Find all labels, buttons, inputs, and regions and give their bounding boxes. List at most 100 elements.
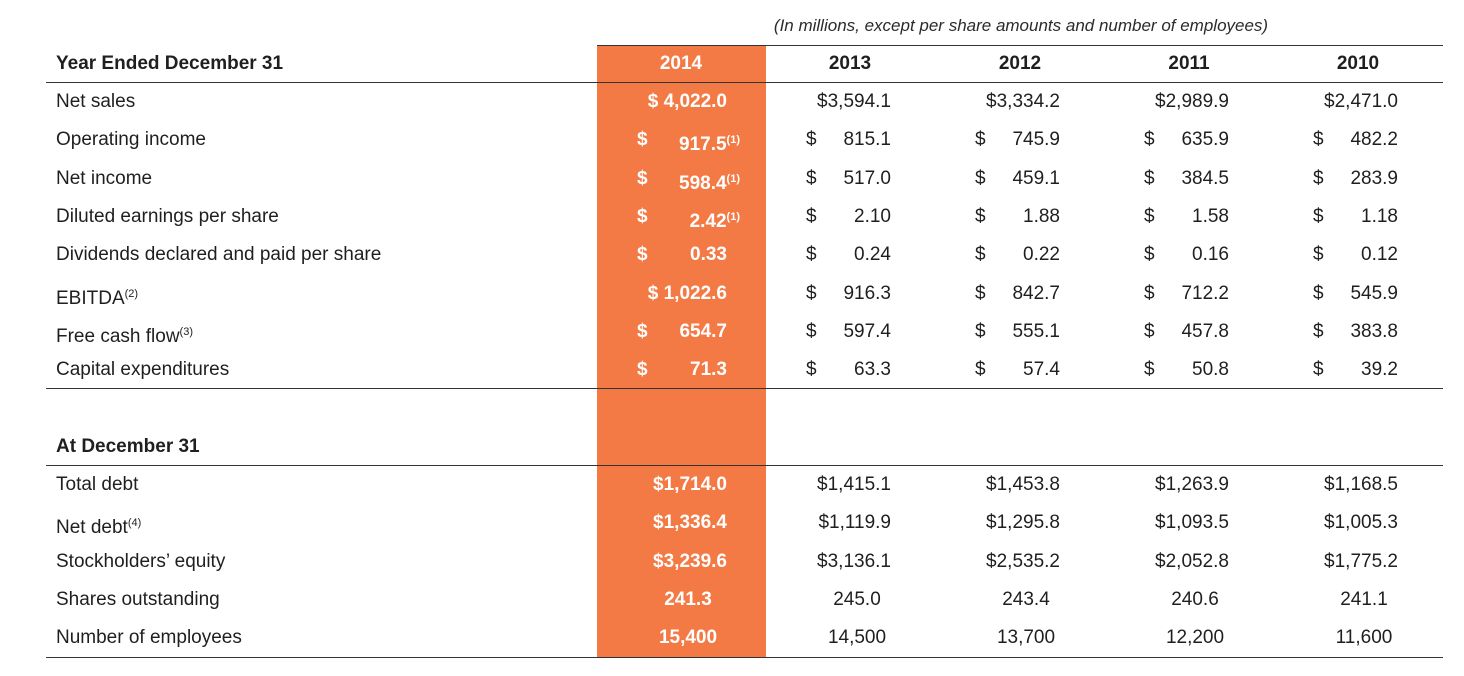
cell-value-text: 457.8 <box>1181 320 1229 342</box>
cell-value: $1,263.9 <box>1155 466 1229 504</box>
cell-value-text: 241.1 <box>1340 588 1388 610</box>
cell-value-text: $2,052.8 <box>1155 550 1229 572</box>
cell-value: $ 4,022.0 <box>648 83 727 121</box>
footnote-marker: (1) <box>726 134 740 147</box>
table-row: Capital expenditures $71.3 $63.3 $57.4 $50.8… <box>0 351 1464 389</box>
currency-symbol: $ <box>975 244 986 266</box>
table-row: Operating income $917.5(1) $815.1 $745.9 $63… <box>0 121 1464 159</box>
currency-symbol: $ <box>1144 282 1155 304</box>
cell-value: $1,714.0 <box>653 466 727 504</box>
row-label: Diluted earnings per share <box>56 198 279 236</box>
rule-header <box>46 82 1443 83</box>
cell-value-text: 654.7 <box>679 320 727 342</box>
table-row: EBITDA(2) $ 1,022.6 $916.3 $842.7 $712.2 $545… <box>0 275 1464 313</box>
currency-symbol: $ <box>637 359 648 381</box>
cell-value-text: 15,400 <box>658 627 718 649</box>
cell-value: 916.3 <box>843 275 891 313</box>
cell-value-text: $1,263.9 <box>1155 474 1229 495</box>
rule-section1-end <box>46 388 1443 389</box>
cell-value-text: 482.2 <box>1350 129 1398 151</box>
cell-value: 459.1 <box>1012 160 1060 198</box>
cell-value-text: $3,136.1 <box>817 550 891 572</box>
cell-value-text: 11,600 <box>1335 627 1393 649</box>
currency-symbol: $ <box>1313 205 1324 227</box>
cell-value-text: 384.5 <box>1181 167 1229 189</box>
currency-symbol: $ <box>806 320 817 342</box>
rule-top-years <box>597 45 1443 46</box>
row-label-text: EBITDA <box>56 287 125 309</box>
cell-value-text: 917.5 <box>679 134 727 156</box>
currency-symbol: $ <box>806 167 817 189</box>
cell-value: 0.24 <box>854 236 891 274</box>
cell-value-text: $2,535.2 <box>986 550 1060 572</box>
table-row: Net income $598.4(1) $517.0 $459.1 $384.5 $28… <box>0 160 1464 198</box>
cell-value-text: $ 1,022.6 <box>647 282 727 304</box>
cell-value: 283.9 <box>1350 160 1398 198</box>
cell-value-text: 0.12 <box>1361 244 1398 266</box>
cell-value: 0.22 <box>1023 236 1060 274</box>
cell-value-text: 241.3 <box>664 588 712 610</box>
currency-symbol: $ <box>1313 167 1324 189</box>
currency-symbol: $ <box>637 129 648 151</box>
cell-value: $1,775.2 <box>1324 543 1398 581</box>
cell-value: 815.1 <box>843 121 891 159</box>
cell-value: $1,336.4 <box>653 504 727 542</box>
cell-value: $3,594.1 <box>817 83 891 121</box>
cell-value-text: 71.3 <box>690 359 727 381</box>
year-header-2010: 2010 <box>1336 53 1380 74</box>
cell-value: 712.2 <box>1181 275 1229 313</box>
table-row: Total debt $1,714.0 $1,415.1 $1,453.8 $1,263… <box>0 466 1464 504</box>
row-label: Stockholders’ equity <box>56 543 225 581</box>
cell-value: 71.3 <box>690 351 727 389</box>
row-label-text: Net debt <box>56 517 128 539</box>
cell-value-text: 815.1 <box>843 129 891 151</box>
cell-value: 240.6 <box>1105 581 1285 619</box>
currency-symbol: $ <box>1144 244 1155 266</box>
table-row: Net debt(4) $1,336.4 $1,119.9 $1,295.8 $1,09… <box>0 504 1464 542</box>
cell-value-text: $1,093.5 <box>1155 512 1229 534</box>
cell-value-text: 635.9 <box>1181 129 1229 151</box>
cell-value: 482.2 <box>1350 121 1398 159</box>
row-label: Free cash flow(3) <box>56 313 193 351</box>
row-label: Net debt(4) <box>56 504 141 542</box>
row-label: Capital expenditures <box>56 351 229 389</box>
footnote-marker: (1) <box>726 210 740 223</box>
cell-value-text: 0.33 <box>690 244 727 266</box>
cell-value: $1,119.9 <box>818 504 891 542</box>
currency-symbol: $ <box>1144 205 1155 227</box>
table-row: Diluted earnings per share $2.42(1) $2.10 $… <box>0 198 1464 236</box>
cell-value: 14,500 <box>767 619 947 657</box>
cell-value: 654.7 <box>679 313 727 351</box>
cell-value-text: $1,336.4 <box>653 512 727 534</box>
highlight-column-2014 <box>597 45 766 657</box>
year-header-2013: 2013 <box>828 53 872 74</box>
cell-value: 2.10 <box>854 198 891 236</box>
cell-value-text: $1,775.2 <box>1324 550 1398 572</box>
cell-value-text: 555.1 <box>1012 320 1060 342</box>
row-label-text: Diluted earnings per share <box>56 205 279 227</box>
section1-title: Year Ended December 31 <box>56 53 284 74</box>
cell-value: $2,535.2 <box>986 543 1060 581</box>
cell-value-text: 712.2 <box>1181 282 1229 304</box>
table-row: Shares outstanding 241.3 245.0 243.4 240.6 24… <box>0 581 1464 619</box>
cell-value: $1,093.5 <box>1155 504 1229 542</box>
year-header-2012: 2012 <box>998 53 1042 74</box>
cell-value-text: 745.9 <box>1012 129 1060 151</box>
row-label-text: Operating income <box>56 129 206 151</box>
cell-value-text: $3,334.2 <box>986 91 1060 112</box>
cell-value-text: $1,415.1 <box>817 474 891 495</box>
cell-value: 241.1 <box>1274 581 1454 619</box>
footnote-marker: (2) <box>124 287 139 300</box>
cell-value-text: $ 4,022.0 <box>647 91 727 112</box>
currency-symbol: $ <box>975 282 986 304</box>
cell-value-text: 597.4 <box>843 320 891 342</box>
footnote-marker: (3) <box>179 325 193 338</box>
cell-value: 241.3 <box>598 581 778 619</box>
cell-value-text: 283.9 <box>1350 167 1398 189</box>
row-label-text: Dividends declared and paid per share <box>56 244 382 266</box>
section2-header-row: At December 31 <box>0 428 1464 466</box>
cell-value: $ 1,022.6 <box>648 275 727 313</box>
cell-value: 457.8 <box>1181 313 1229 351</box>
cell-value-text: 598.4 <box>679 172 727 194</box>
table-row: Dividends declared and paid per share $0.… <box>0 236 1464 274</box>
